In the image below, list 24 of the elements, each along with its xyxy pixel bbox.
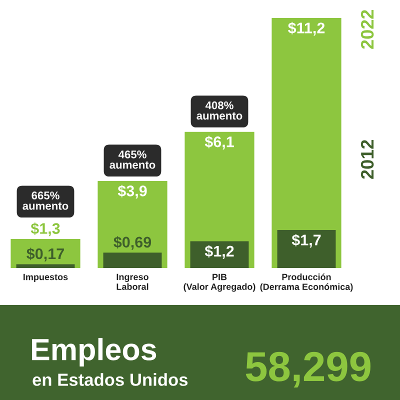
bar [190, 241, 249, 268]
x-tick-label: Impuestos [24, 274, 68, 282]
text: en Estados Unidos [32, 373, 188, 386]
data-label: $3,9 [118, 184, 147, 199]
text: 2012 [360, 140, 374, 179]
data-label: $1,3 [30, 222, 60, 236]
annotation: 665% aumento [22, 192, 68, 210]
text: 58,299 [246, 352, 370, 388]
text: Empleos [32, 338, 156, 366]
bar [277, 230, 336, 268]
bar [16, 264, 75, 268]
bar [103, 252, 162, 268]
data-label: $11,2 [288, 22, 325, 36]
x-tick-label: PIB (Valor Agregado) [184, 274, 256, 292]
data-label: $6,1 [204, 136, 234, 150]
x-tick-label: Ingreso Laboral [116, 274, 148, 290]
annotation: 465% aumento [110, 150, 156, 169]
data-label: $0,69 [114, 236, 152, 250]
x-tick-label: Producción (Derrama Económica) [260, 273, 353, 292]
data-label: $0,17 [26, 248, 64, 262]
data-label: $1,2 [204, 245, 234, 259]
text: 2022 [360, 10, 374, 49]
data-label: $1,7 [292, 234, 321, 248]
annotation: 408% aumento [196, 101, 242, 120]
